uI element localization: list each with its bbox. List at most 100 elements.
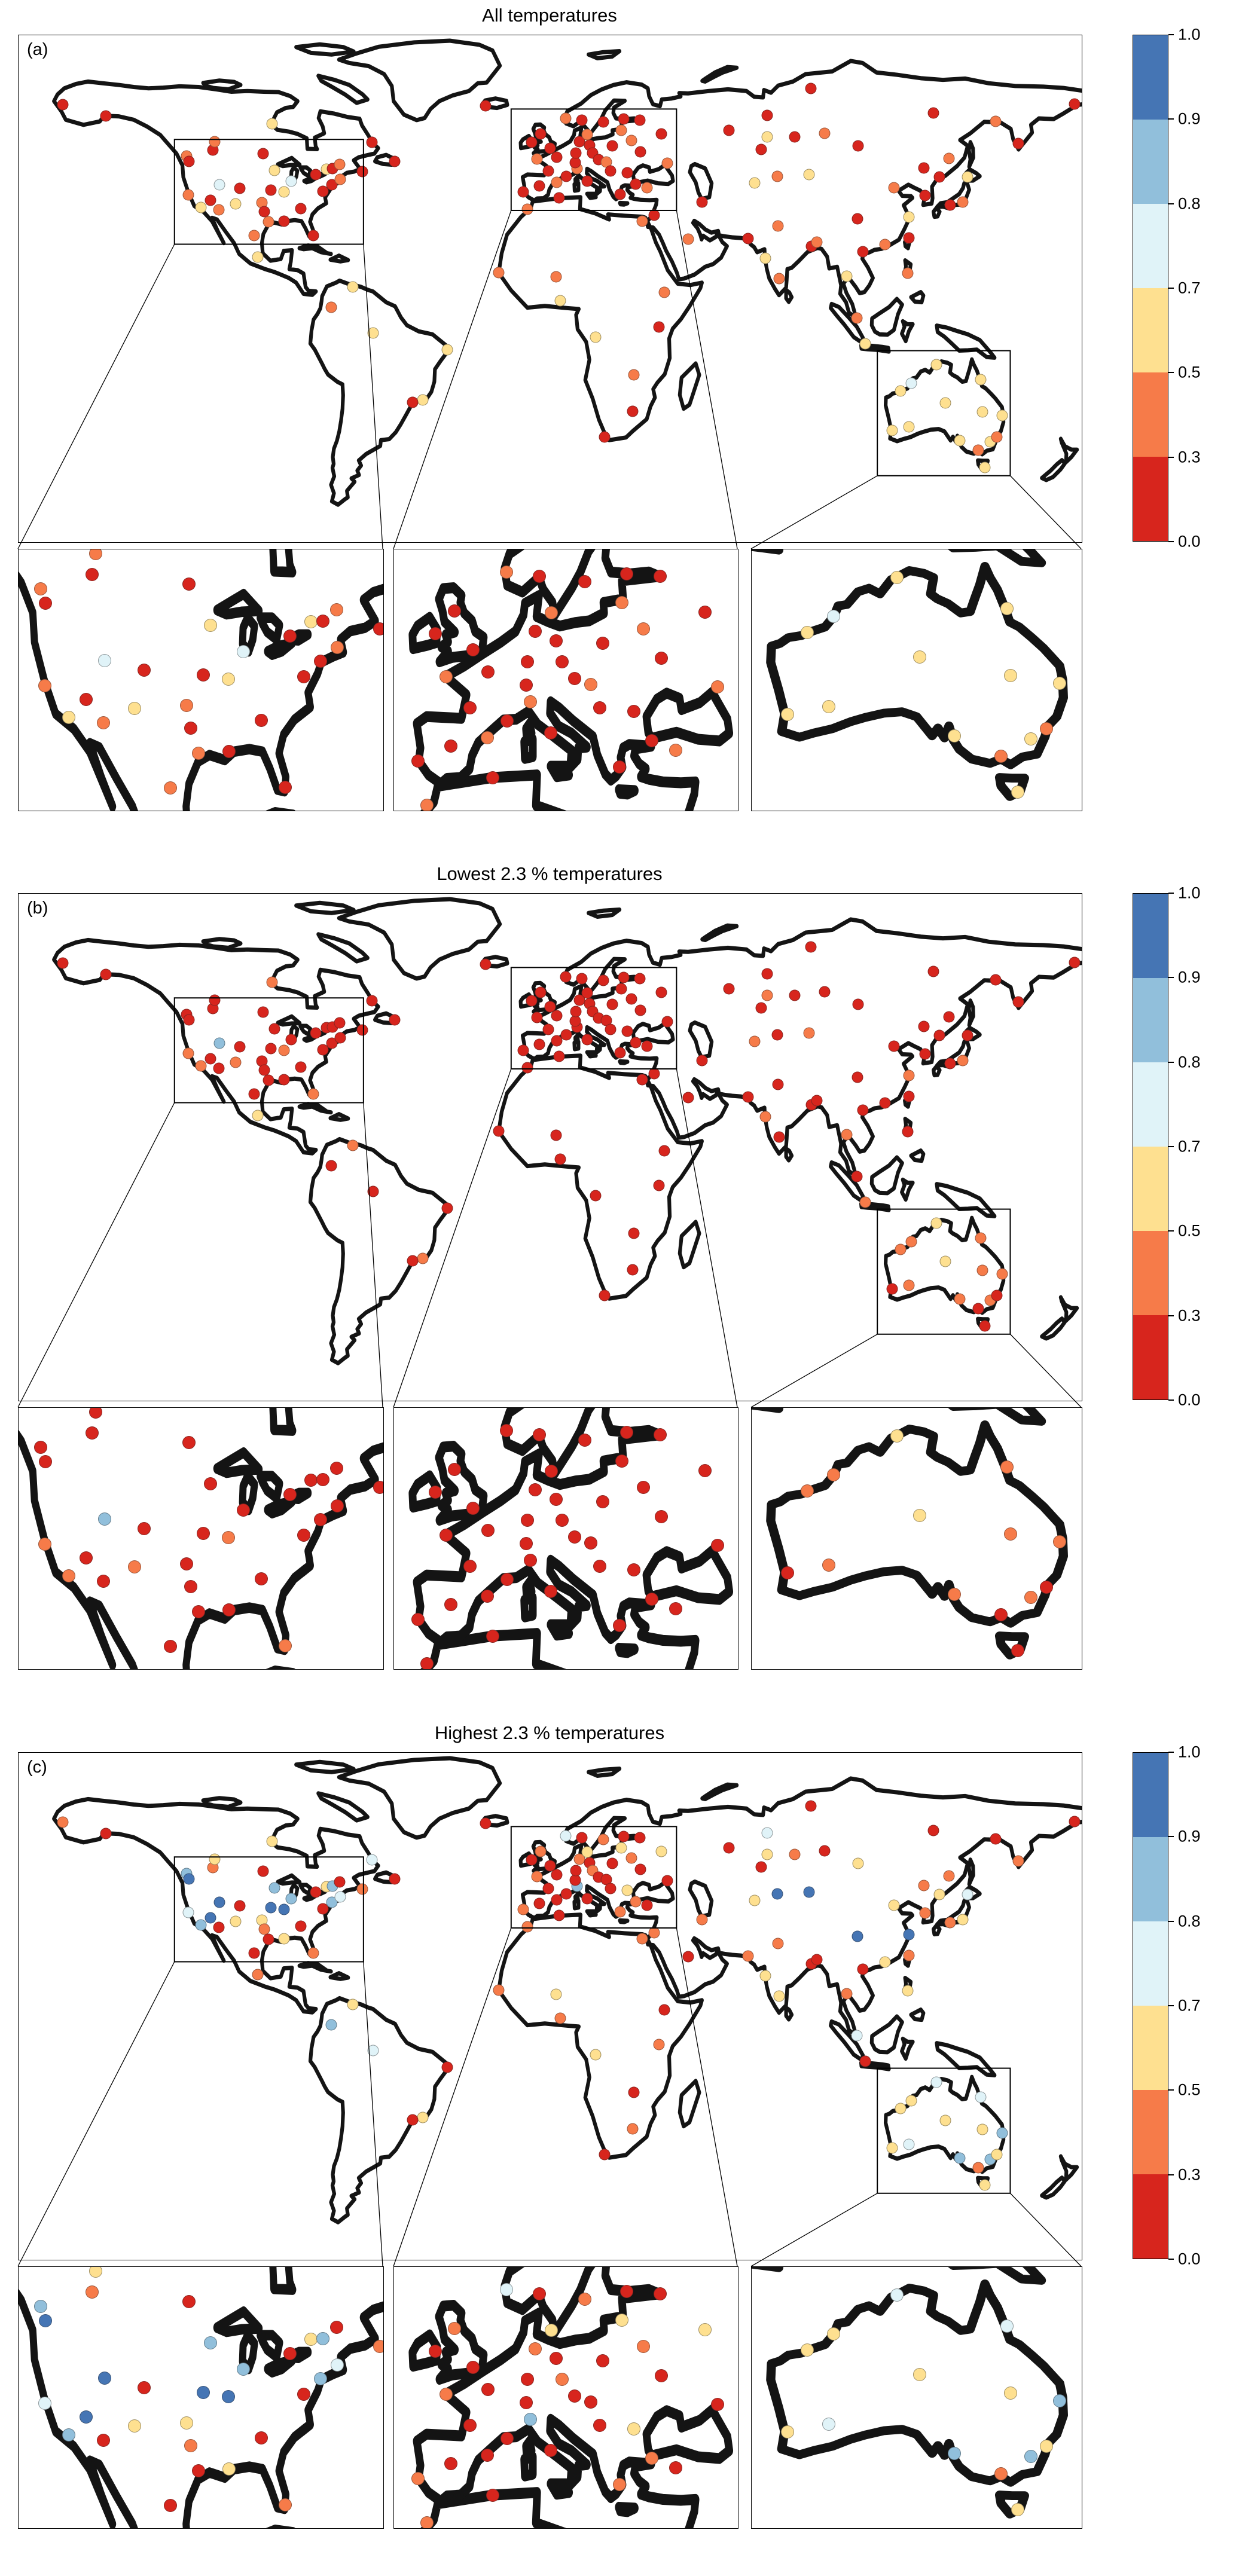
station-dot [444, 1598, 458, 1612]
station-dot [222, 2462, 236, 2476]
station-dot [531, 1012, 543, 1023]
station-dot [919, 190, 931, 201]
station-dot [641, 182, 653, 194]
station-dot [526, 995, 538, 1007]
station-dot [859, 338, 871, 350]
station-dot [696, 196, 708, 208]
colorbar-segment [1133, 894, 1168, 978]
station-dot [440, 2387, 453, 2401]
station-dot [500, 1572, 514, 1586]
station-dot [213, 179, 225, 191]
station-dot [597, 116, 609, 128]
station-dot [903, 211, 915, 223]
station-dot [627, 704, 641, 718]
station-dot [630, 1037, 642, 1049]
colorbar-tick-mark [1168, 2259, 1174, 2260]
station-dot [954, 2152, 966, 2164]
station-dot [653, 2287, 667, 2301]
station-dot [772, 220, 784, 232]
station-dot [669, 2461, 683, 2475]
station-dot [567, 671, 581, 685]
station-dot [886, 2142, 898, 2154]
station-dot [520, 1513, 534, 1527]
station-dot [204, 2336, 218, 2349]
colorbar-segment [1133, 2006, 1168, 2090]
station-dot [440, 1528, 453, 1542]
station-dot [761, 989, 773, 1001]
colorbar-tick-label: 0.7 [1178, 1137, 1201, 1156]
station-dot [330, 2358, 344, 2372]
station-dot [805, 82, 817, 94]
station-dot [329, 603, 343, 617]
colorbar: 1.0 0.9 0.8 0.7 0.5 0.3 0.0 [1133, 1744, 1235, 2267]
station-dot [529, 2342, 542, 2355]
station-dot [366, 995, 378, 1007]
station-dot [772, 1078, 784, 1090]
station-dot [618, 113, 630, 125]
station-dot [447, 2322, 461, 2336]
station-dot [614, 188, 626, 200]
station-dot [584, 677, 597, 691]
station-dot [481, 2383, 495, 2397]
station-dot [551, 1010, 563, 1022]
station-dot [526, 136, 538, 148]
colorbar-segment [1133, 2090, 1168, 2174]
station-dot [314, 1513, 328, 1527]
station-dot [879, 1956, 891, 1968]
station-dot [886, 1283, 898, 1295]
station-dot [463, 2419, 477, 2433]
station-dot [266, 118, 278, 130]
station-dot [493, 1125, 505, 1137]
station-dot [420, 2516, 434, 2528]
station-dot [373, 2339, 383, 2353]
station-dot [519, 2396, 533, 2410]
station-dot [184, 2439, 197, 2452]
station-dot [283, 2347, 297, 2361]
station-dot [852, 998, 864, 1010]
station-dot [307, 230, 319, 242]
station-dot [517, 1903, 529, 1915]
station-dot [653, 1428, 667, 1442]
station-dot [819, 986, 831, 998]
station-dot [88, 2267, 102, 2278]
station-dot [334, 1876, 346, 1888]
station-dot [625, 993, 637, 1005]
station-dot [636, 1074, 648, 1086]
station-dot [1069, 1816, 1081, 1828]
station-dot [682, 233, 694, 245]
station-dot [781, 708, 795, 722]
station-dot [521, 1062, 533, 1074]
station-dot [209, 136, 221, 148]
station-dot [905, 377, 917, 389]
station-dot [755, 143, 767, 155]
station-dot [550, 271, 562, 283]
station-dot [822, 2418, 835, 2431]
colorbar-tick-label: 0.3 [1178, 1306, 1201, 1325]
station-dot [615, 1454, 628, 1468]
station-dot [213, 204, 225, 216]
station-dot [499, 2282, 513, 2296]
station-dot [310, 1886, 322, 1898]
station-dot [57, 957, 69, 969]
colorbar-tick-mark [1168, 203, 1174, 204]
station-dot [500, 2431, 514, 2445]
station-dot [903, 232, 915, 244]
colorbar-tick-label: 0.9 [1178, 968, 1201, 986]
station-dot [1040, 722, 1054, 735]
station-dot [1012, 996, 1024, 1008]
station-dots-layer [752, 1408, 1082, 1669]
station-dot [653, 321, 665, 333]
station-dot [648, 1927, 660, 1939]
station-dot [329, 1462, 343, 1475]
station-dot [297, 670, 310, 683]
station-dot [636, 215, 648, 227]
station-dot [255, 2431, 268, 2445]
station-dot [994, 750, 1008, 763]
station-dot [976, 2123, 988, 2135]
station-dot [234, 1900, 246, 1912]
station-dot [991, 1289, 1003, 1301]
station-dot [933, 171, 945, 183]
station-dot [903, 1929, 915, 1941]
station-dot [444, 740, 458, 753]
station-dot [991, 431, 1003, 443]
